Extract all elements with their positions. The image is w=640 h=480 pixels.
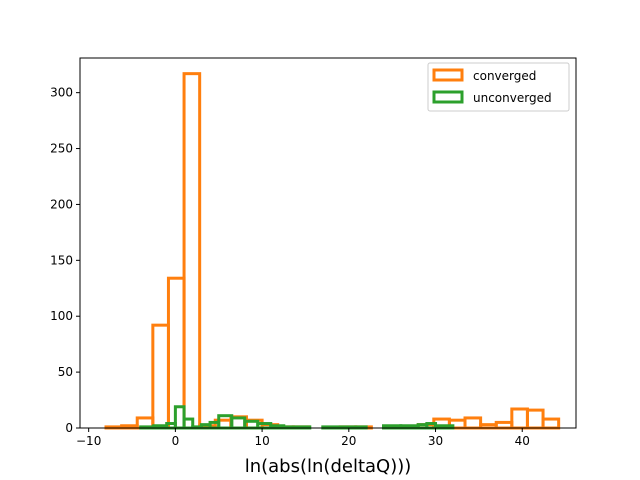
legend: converged unconverged [427,62,570,112]
y-tick-label: 0 [65,421,73,435]
y-tick-label: 250 [50,142,73,156]
x-tick-label: 0 [172,434,180,448]
plot-frame [79,57,577,429]
x-tick-label: 40 [515,434,530,448]
x-tick-label: −10 [76,434,101,448]
legend-label-unconverged: unconverged [473,91,552,105]
y-tick-label: 50 [58,365,73,379]
legend-swatch-converged [432,68,464,82]
y-tick-label: 150 [50,253,73,267]
x-tick-label: 30 [428,434,443,448]
legend-swatch-unconverged [432,90,464,104]
x-axis-title: ln(abs(ln(deltaQ))) [245,456,412,477]
legend-label-converged: converged [473,69,536,83]
y-tick-label: 100 [50,309,73,323]
y-axis-ticks: 0 50 100 150 200 250 300 [50,86,80,435]
x-tick-label: 10 [254,434,269,448]
x-axis-ticks: −10 0 10 20 30 40 [76,428,530,448]
x-tick-label: 20 [341,434,356,448]
y-tick-label: 200 [50,197,73,211]
y-tick-label: 300 [50,86,73,100]
